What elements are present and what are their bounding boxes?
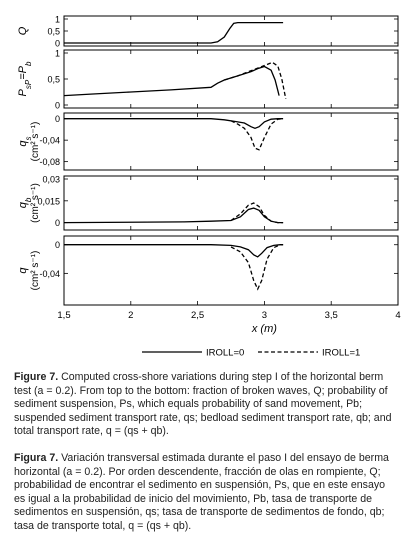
legend-label-dashed: IROLL=1: [322, 348, 360, 359]
panel-qs-frame: [63, 112, 399, 171]
caption-english-text: Computed cross-shore variations during s…: [14, 371, 392, 438]
panel-q-series-solid: [64, 244, 284, 258]
figure-7-chart: 1 0,5 0 Q 1 0,5 0 PsP=Pb 0 -0,04 -0,08 qs (cm² s⁻¹) 0…: [17, 15, 401, 359]
panel-qb-ylabel: qb(cm² s⁻¹): [17, 183, 41, 223]
x-tick-label: 2: [128, 310, 133, 321]
panel-qb-ytick-label: 0,03: [42, 175, 60, 185]
panel-P-ytick-label: 1: [55, 49, 60, 59]
panel-qs-ylabel-text: qs: [17, 136, 33, 146]
x-tick-label: 3: [262, 310, 267, 321]
panel-qs-ytick-label: -0,08: [39, 157, 60, 167]
panel-Q-frame: [63, 15, 399, 47]
panel-qs-yunit: (cm² s⁻¹): [30, 122, 41, 162]
panel-q-ylabel-text: q: [17, 267, 29, 274]
panel-qs-ylabel: qs(cm² s⁻¹): [17, 122, 41, 162]
panel-q-frame: [63, 235, 399, 306]
caption-english: Figure 7. Computed cross-shore variation…: [14, 371, 394, 439]
panel-qs-ytick-label: 0: [55, 114, 60, 124]
panel-P-ylabel: PsP=Pb: [17, 61, 33, 96]
panel-P-ytick-label: 0,5: [47, 75, 60, 85]
panel-qb-yunit: (cm² s⁻¹): [30, 183, 41, 223]
legend-label-solid: IROLL=0: [206, 348, 244, 359]
panel-qb-series-dashed: [230, 202, 284, 224]
panel-q-ytick-label: -0,04: [39, 269, 60, 279]
panel-Q-series-solid: [64, 21, 284, 44]
panel-qb-ylabel-text: qb: [17, 197, 33, 208]
panel-qs-ytick-label: -0,04: [39, 136, 60, 146]
panel-q-ytick-label: 0: [55, 240, 60, 250]
panel-Q-ylabel-text: Q: [17, 26, 29, 35]
x-tick-label: 3,5: [325, 310, 338, 321]
caption-spanish-label: Figura 7.: [14, 452, 59, 464]
panel-Q-ylabel: Q: [17, 26, 29, 35]
caption-english-label: Figure 7.: [14, 371, 59, 383]
panel-P-ytick-label: 0: [55, 101, 60, 111]
panel-P-ylabel-text: PsP=Pb: [17, 61, 33, 96]
panel-Q-ytick-label: 0: [55, 39, 60, 49]
panel-P-series-dashed: [224, 61, 287, 99]
caption-spanish: Figura 7. Variación transversal estimada…: [14, 452, 394, 534]
panel-Q-ytick-label: 0,5: [47, 27, 60, 37]
caption-spanish-text: Variación transversal estimada durante e…: [14, 452, 389, 532]
panel-qs-series-solid: [64, 118, 284, 129]
panel-qb-ytick-label: 0,015: [37, 196, 60, 206]
panel-q-ylabel: q (cm² s⁻¹): [17, 251, 41, 291]
x-tick-label: 4: [395, 310, 400, 321]
panel-qb-series-solid: [63, 207, 284, 224]
panel-qb-frame: [63, 175, 399, 231]
panel-q-yunit: (cm² s⁻¹): [30, 251, 41, 291]
panel-Q-ytick-label: 1: [55, 15, 60, 25]
x-tick-label: 1,5: [57, 310, 70, 321]
panel-qb-ytick-label: 0: [55, 218, 60, 228]
panel-q-series-dashed: [230, 244, 284, 291]
panel-P-series-solid: [63, 65, 280, 97]
x-tick-label: 2,5: [191, 310, 204, 321]
panel-qs-series-dashed: [230, 118, 284, 151]
panel-P-frame: [63, 49, 399, 109]
x-axis-label: x (m): [251, 323, 277, 335]
